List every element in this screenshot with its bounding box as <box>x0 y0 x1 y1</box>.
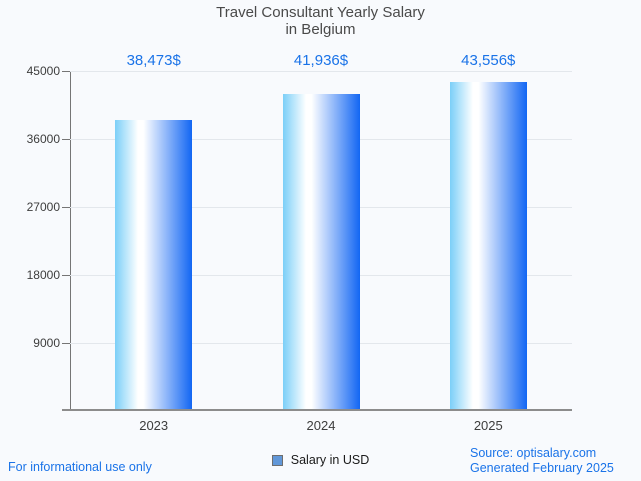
x-tick-label: 2025 <box>473 418 503 433</box>
y-tick-label: 45000 <box>26 64 60 78</box>
y-tick-label: 36000 <box>26 132 60 146</box>
bar-value-label: 43,556$ <box>461 52 516 69</box>
legend-swatch-icon <box>271 454 283 466</box>
x-tick-label: 2023 <box>139 418 169 433</box>
bar-2023 <box>115 120 193 409</box>
chart-title-line2: in Belgium <box>285 21 356 38</box>
chart-title-line1: Travel Consultant Yearly Salary <box>216 4 425 21</box>
bar-value-label: 38,473$ <box>126 52 181 69</box>
legend: Salary in USD <box>0 453 641 467</box>
x-axis-baseline <box>62 409 572 411</box>
y-tick-mark <box>62 275 70 276</box>
footer-source-block[interactable]: Source: optisalary.com Generated Februar… <box>470 446 614 476</box>
y-tick-mark <box>62 71 70 72</box>
gridline <box>70 71 572 72</box>
y-tick-label: 9000 <box>33 336 60 350</box>
footer-disclaimer-link[interactable]: For informational use only <box>8 460 152 474</box>
y-axis-line <box>70 71 71 411</box>
x-tick-label: 2024 <box>306 418 336 433</box>
bar-2025 <box>449 82 527 409</box>
y-tick-label: 27000 <box>26 200 60 214</box>
bar-value-label: 41,936$ <box>293 52 349 69</box>
y-tick-mark <box>62 207 70 208</box>
y-tick-mark <box>62 139 70 140</box>
y-tick-label: 18000 <box>26 268 60 282</box>
y-tick-mark <box>62 343 70 344</box>
bar-2024 <box>282 94 360 409</box>
footer-generated-text: Generated February 2025 <box>470 461 614 475</box>
footer-source-link[interactable]: Source: optisalary.com <box>470 446 597 460</box>
legend-label: Salary in USD <box>290 453 370 467</box>
